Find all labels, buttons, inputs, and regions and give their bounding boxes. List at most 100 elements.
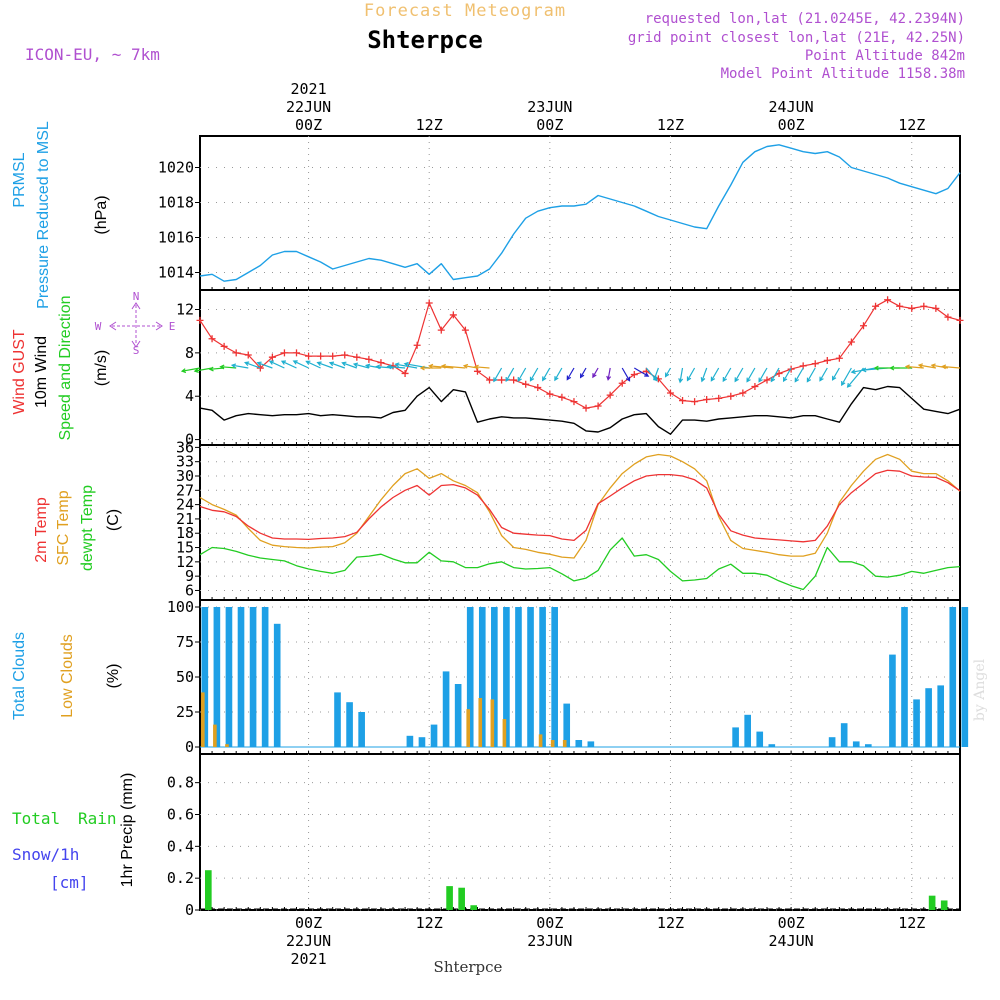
- wind-direction-arrow: [493, 367, 503, 383]
- top-time-label: 2021: [291, 80, 327, 98]
- label-hpa: (hPa): [93, 195, 110, 234]
- wind-direction-arrow: [566, 367, 575, 381]
- temp-y-tick-label: 6: [185, 581, 194, 599]
- grid-lines: [200, 136, 960, 911]
- label-snow: Snow/1h: [12, 845, 79, 864]
- bottom-time-label: 23JUN: [527, 932, 572, 950]
- label-sfc-temp: SFC Temp: [55, 490, 72, 565]
- label-cm: [cm]: [50, 873, 89, 892]
- clouds-y-tick-label: 100: [167, 598, 194, 616]
- footer-station: Shterpce: [434, 958, 503, 976]
- wind-gust-marker: [691, 398, 699, 406]
- pressure-panel: [199, 144, 961, 282]
- wind-direction-arrow: [700, 367, 708, 383]
- wind-gust-marker: [679, 397, 687, 405]
- wind-gust-marker: [280, 349, 288, 357]
- clouds-y-tick-label: 25: [176, 703, 194, 721]
- wind-gust-marker: [546, 390, 554, 398]
- top-time-label: 24JUN: [769, 98, 814, 116]
- wind-gust-marker: [437, 326, 445, 334]
- pressure-y-tick-label: 1020: [158, 159, 194, 177]
- total-clouds-bar: [491, 607, 498, 747]
- header-model: ICON-EU, ~ 7km: [25, 45, 160, 64]
- wind-gust-marker: [377, 359, 385, 367]
- compass-e: E: [169, 320, 176, 333]
- wind-gust-marker: [618, 379, 626, 387]
- label-wind-gust: Wind GUST: [11, 329, 28, 415]
- label-pressure-msl: Pressure Reduced to MSL: [35, 121, 52, 309]
- bottom-time-label: 2021: [291, 950, 327, 968]
- total-clouds-bar: [430, 724, 438, 747]
- temp-y-tick-label: 33: [176, 453, 194, 471]
- low-clouds-bar: [225, 744, 229, 747]
- total-clouds-bar: [249, 607, 257, 747]
- total-clouds-bar: [539, 607, 546, 747]
- wind-gust-marker: [763, 376, 771, 384]
- wind-direction-arrow: [678, 367, 684, 384]
- wind-gust-marker: [811, 360, 819, 368]
- top-time-label: 00Z: [295, 116, 322, 134]
- wind-gust-marker: [666, 389, 674, 397]
- top-time-label: 00Z: [778, 116, 805, 134]
- precip-frame: [199, 753, 961, 911]
- compass-w: W: [95, 320, 102, 333]
- wind-y-tick-label: 8: [185, 344, 194, 362]
- total-clouds-bar: [889, 654, 896, 747]
- total-clouds-bar: [406, 735, 414, 747]
- top-time-label: 12Z: [657, 116, 684, 134]
- wind-direction-arrow: [819, 367, 828, 382]
- total-clouds-bar: [949, 607, 957, 747]
- wind-gust-marker: [570, 398, 578, 406]
- wind-gust-marker: [884, 296, 892, 304]
- total-clouds-bar: [840, 723, 848, 747]
- wind-direction-arrow: [831, 367, 840, 381]
- compass-rose: N S W E: [95, 290, 176, 357]
- wind-frame: [199, 289, 961, 446]
- wind-gust-marker: [401, 369, 409, 377]
- wind-direction-arrow: [244, 361, 261, 369]
- wind-gust-marker: [196, 316, 204, 324]
- clouds-panel: [200, 607, 969, 748]
- wind-direction-arrow: [904, 364, 924, 370]
- total-clouds-bar: [937, 685, 945, 747]
- wind-gust-marker: [920, 302, 928, 310]
- total-clouds-bar: [768, 744, 776, 747]
- wind-direction-arrow: [806, 367, 816, 383]
- wind-gust-marker: [558, 393, 566, 401]
- wind-direction-arrow: [256, 361, 273, 369]
- wind-gust-marker: [956, 316, 964, 324]
- total-clouds-bar: [527, 607, 534, 747]
- top-time-label: 12Z: [898, 116, 925, 134]
- precip-y-tick-label: 0.8: [167, 774, 194, 792]
- dewpt-temp-line: [199, 537, 961, 591]
- total-clouds-bar: [454, 684, 462, 747]
- precip-y-tick-label: 0.6: [167, 805, 194, 823]
- rain-bar: [458, 887, 465, 910]
- wind-gust-marker: [522, 380, 530, 388]
- total-clouds-bar: [418, 737, 426, 747]
- label-ms: (m/s): [93, 350, 110, 386]
- wind-direction-arrow: [917, 363, 937, 369]
- wind-gust-marker: [413, 341, 421, 349]
- label-2m-temp: 2m Temp: [33, 497, 50, 563]
- label-10m-wind: 10m Wind: [33, 336, 50, 408]
- rain-bar: [205, 870, 212, 910]
- wind-gust-marker: [268, 353, 276, 361]
- total-clouds-bar: [563, 703, 571, 747]
- label-rain: Rain: [78, 809, 117, 828]
- pressure-y-tick-label: 1016: [158, 229, 194, 247]
- wind-gust-marker: [353, 353, 361, 361]
- wind-y-tick-label: 12: [176, 301, 194, 319]
- label-percent: (%): [105, 664, 122, 689]
- wind-gust-marker: [498, 376, 506, 384]
- header-station: Shterpce: [367, 26, 483, 54]
- bottom-time-label: 12Z: [416, 914, 443, 932]
- temp-y-tick-label: 21: [176, 510, 194, 528]
- wind-direction-arrow: [734, 367, 744, 383]
- wind-gust-marker: [256, 364, 264, 372]
- total-clouds-bar: [828, 737, 836, 747]
- total-clouds-bar: [442, 671, 450, 747]
- wind-direction-arrow: [268, 360, 285, 369]
- wind-direction-arrow: [292, 360, 309, 369]
- wind-direction-arrow: [710, 367, 720, 382]
